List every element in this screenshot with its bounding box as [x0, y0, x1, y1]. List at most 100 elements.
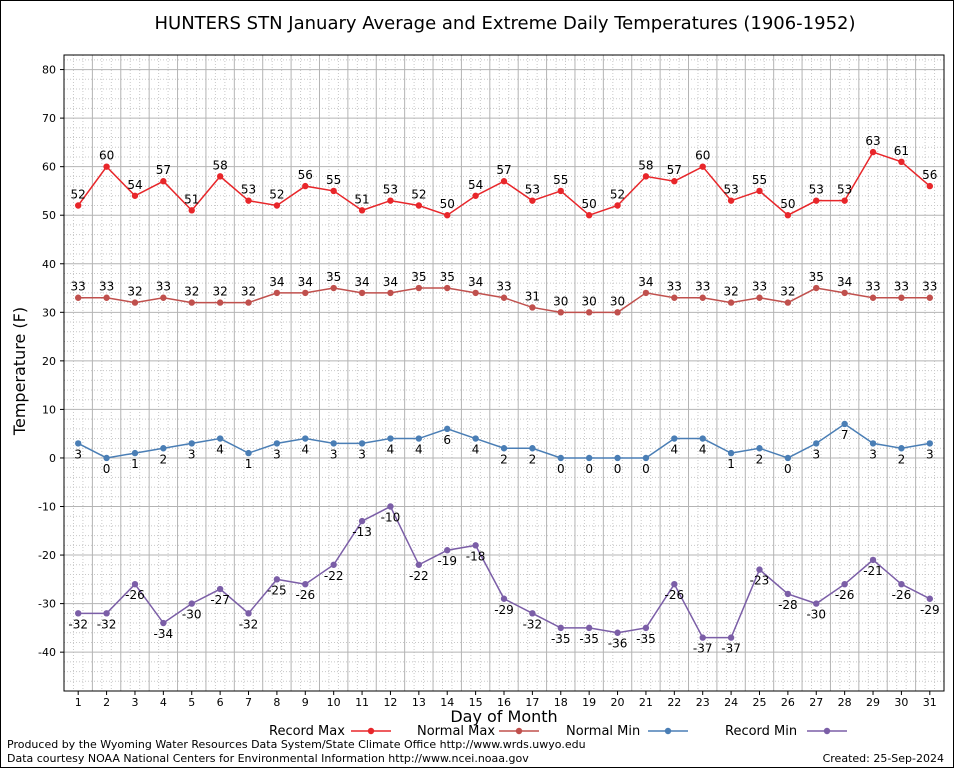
record-min-data-label: -25 — [267, 583, 287, 597]
normal-min-point — [358, 440, 366, 447]
y-tick-label: -10 — [38, 501, 56, 514]
normal-min-point — [614, 454, 621, 462]
x-tick-label: 4 — [160, 696, 167, 709]
normal-max-data-label: 34 — [298, 275, 313, 289]
normal-max-data-label: 32 — [127, 285, 142, 299]
record-min-point — [642, 624, 650, 632]
record-max-data-label: 53 — [723, 183, 738, 197]
record-max-point — [444, 212, 451, 219]
normal-min-point — [813, 440, 820, 447]
record-min-point — [756, 566, 763, 573]
normal-max-point — [529, 304, 536, 311]
normal-max-point — [671, 294, 678, 301]
record-min-data-label: -27 — [210, 593, 230, 607]
normal-min-point — [131, 449, 139, 457]
x-tick-label: 1 — [75, 696, 82, 709]
record-min-data-label: -32 — [68, 617, 88, 631]
record-max-point — [699, 163, 706, 170]
normal-max-data-label: 34 — [638, 275, 653, 289]
normal-max-data-label: 34 — [354, 275, 369, 289]
record-min-point — [188, 600, 195, 607]
record-min-point — [74, 610, 82, 617]
x-tick-label: 27 — [809, 696, 823, 709]
normal-max-data-label: 33 — [922, 280, 937, 294]
normal-min-point — [415, 435, 423, 442]
x-tick-label: 20 — [611, 696, 625, 709]
record-min-data-label: -32 — [523, 617, 543, 631]
record-max-point — [160, 178, 167, 185]
record-max-point — [727, 197, 735, 204]
legend-swatch-marker-normal-max — [515, 727, 523, 735]
normal-min-point — [585, 454, 593, 462]
x-tick-label: 17 — [525, 696, 539, 709]
record-min-point — [500, 595, 508, 602]
normal-max-data-label: 30 — [610, 294, 625, 308]
record-min-data-label: -23 — [750, 574, 770, 588]
footer-data-courtesy: Data courtesy NOAA National Centers for … — [7, 752, 529, 765]
record-min-data-label: -36 — [608, 637, 628, 651]
normal-max-point — [727, 299, 735, 306]
normal-min-point — [898, 445, 905, 452]
record-min-point — [784, 590, 792, 598]
normal-max-data-label: 35 — [326, 270, 341, 284]
x-axis-label: Day of Month — [450, 707, 557, 726]
record-max-point — [472, 192, 479, 199]
record-min-point — [699, 634, 706, 641]
grid — [63, 55, 945, 692]
normal-max-point — [614, 309, 621, 316]
record-max-point — [585, 212, 593, 219]
record-min-point — [216, 585, 224, 593]
record-max-point — [216, 173, 224, 180]
x-tick-label: 23 — [696, 696, 710, 709]
normal-min-point — [74, 440, 82, 447]
normal-min-data-label: 4 — [301, 443, 309, 457]
normal-min-point — [727, 449, 735, 457]
record-min-point — [444, 547, 451, 554]
normal-min-data-label: 0 — [784, 462, 792, 476]
normal-min-point — [216, 435, 224, 442]
normal-max-point — [387, 289, 394, 297]
record-min-point — [898, 580, 905, 588]
record-max-point — [784, 212, 792, 219]
record-min-point — [131, 580, 139, 588]
record-max-data-label: 52 — [610, 188, 625, 202]
record-max-data-label: 52 — [71, 188, 86, 202]
record-max-data-label: 61 — [894, 144, 909, 158]
normal-min-point — [103, 454, 110, 462]
record-max-data-label: 55 — [326, 173, 341, 187]
record-min-point — [415, 561, 423, 568]
normal-min-data-label: 3 — [273, 447, 281, 461]
x-tick-label: 10 — [327, 696, 341, 709]
normal-max-data-label: 33 — [752, 280, 767, 294]
record-min-data-label: -10 — [381, 511, 401, 525]
normal-max-data-label: 30 — [582, 294, 597, 308]
y-tick-label: 0 — [49, 452, 56, 465]
normal-min-point — [387, 435, 394, 442]
normal-min-data-label: 0 — [585, 462, 593, 476]
record-max-data-label: 56 — [922, 168, 937, 182]
normal-max-data-label: 33 — [496, 280, 511, 294]
x-tick-label: 6 — [217, 696, 224, 709]
record-max-point — [131, 192, 139, 199]
x-tick-label: 8 — [273, 696, 280, 709]
record-max-point — [898, 158, 905, 166]
record-max-data-label: 58 — [212, 158, 227, 172]
normal-max-point — [131, 299, 139, 306]
x-tick-label: 22 — [667, 696, 681, 709]
record-min-data-label: -26 — [125, 588, 145, 602]
normal-max-data-label: 33 — [71, 280, 86, 294]
normal-max-data-label: 32 — [241, 285, 256, 299]
x-tick-label: 18 — [554, 696, 568, 709]
normal-min-point — [869, 440, 877, 447]
normal-max-data-label: 33 — [99, 280, 114, 294]
normal-max-point — [500, 294, 508, 301]
normal-max-data-label: 33 — [156, 280, 171, 294]
record-min-point — [671, 580, 678, 588]
normal-max-point — [642, 289, 650, 297]
normal-max-point — [699, 294, 706, 301]
normal-max-data-label: 33 — [695, 280, 710, 294]
record-max-point — [103, 163, 110, 170]
normal-min-data-label: 4 — [472, 443, 480, 457]
normal-min-point — [500, 445, 508, 452]
